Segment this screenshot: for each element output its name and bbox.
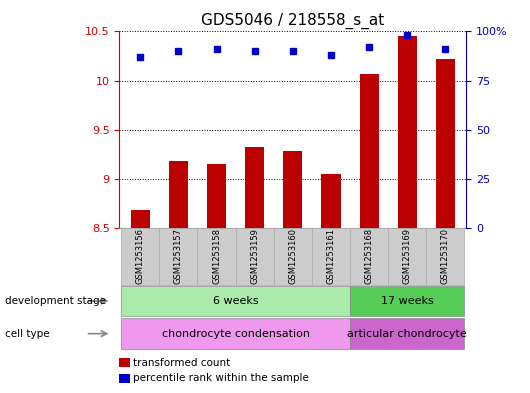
- Text: development stage: development stage: [5, 296, 107, 306]
- Bar: [398, 37, 417, 228]
- Text: GSM1253168: GSM1253168: [365, 228, 374, 285]
- Text: percentile rank within the sample: percentile rank within the sample: [133, 373, 309, 384]
- Bar: [169, 161, 188, 228]
- Bar: [284, 151, 302, 228]
- Bar: [198, 228, 236, 285]
- Bar: [321, 174, 340, 228]
- Text: 6 weeks: 6 weeks: [213, 296, 259, 306]
- Bar: [119, 374, 130, 383]
- Bar: [426, 228, 464, 285]
- Bar: [350, 286, 464, 316]
- Text: 17 weeks: 17 weeks: [381, 296, 434, 306]
- Text: chondrocyte condensation: chondrocyte condensation: [162, 329, 310, 339]
- Text: GSM1253161: GSM1253161: [326, 228, 335, 285]
- Bar: [121, 286, 350, 316]
- Text: GSM1253159: GSM1253159: [250, 228, 259, 285]
- Text: cell type: cell type: [5, 329, 50, 339]
- Bar: [312, 228, 350, 285]
- Bar: [160, 228, 198, 285]
- Text: GSM1253156: GSM1253156: [136, 228, 145, 285]
- Text: GSM1253170: GSM1253170: [441, 228, 450, 285]
- Bar: [207, 164, 226, 228]
- Bar: [236, 228, 274, 285]
- Bar: [119, 358, 130, 367]
- Bar: [436, 59, 455, 228]
- Bar: [350, 318, 464, 349]
- Bar: [274, 228, 312, 285]
- Text: transformed count: transformed count: [133, 358, 231, 368]
- Bar: [121, 318, 350, 349]
- Text: GSM1253157: GSM1253157: [174, 228, 183, 285]
- Bar: [359, 74, 378, 228]
- Bar: [131, 210, 150, 228]
- Text: articular chondrocyte: articular chondrocyte: [347, 329, 467, 339]
- Text: GSM1253158: GSM1253158: [212, 228, 221, 285]
- Bar: [121, 228, 160, 285]
- Text: GSM1253160: GSM1253160: [288, 228, 297, 285]
- Bar: [350, 228, 388, 285]
- Text: GSM1253169: GSM1253169: [403, 228, 412, 285]
- Title: GDS5046 / 218558_s_at: GDS5046 / 218558_s_at: [201, 13, 384, 29]
- Bar: [245, 147, 264, 228]
- Bar: [388, 228, 426, 285]
